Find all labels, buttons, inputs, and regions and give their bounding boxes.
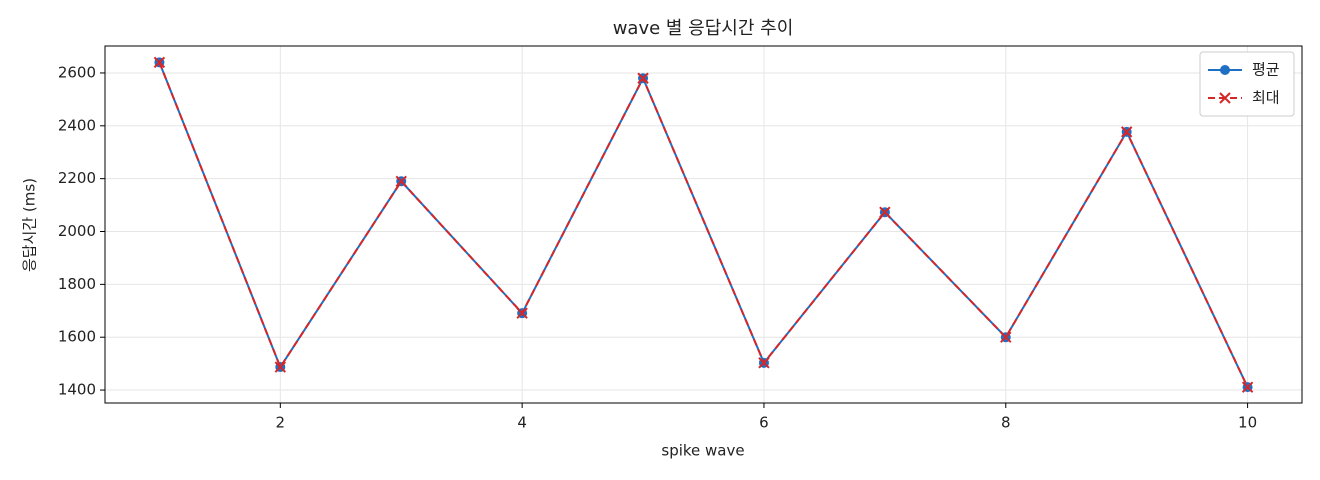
point-shape (637, 72, 649, 84)
point (879, 206, 891, 218)
point-shape (1241, 381, 1254, 393)
point-shape (1000, 331, 1012, 343)
point-shape (274, 361, 287, 373)
point (637, 72, 649, 84)
x-tick-label: 6 (759, 414, 769, 432)
point (395, 175, 407, 188)
legend-label: 최대 (1252, 89, 1280, 107)
point-shape (1120, 126, 1133, 138)
point (1120, 126, 1133, 138)
x-tick-label: 2 (276, 414, 286, 432)
y-tick-label: 1400 (58, 381, 96, 399)
point (516, 307, 528, 319)
x-tick-label: 4 (517, 414, 527, 432)
point-shape (153, 56, 166, 69)
point-shape (1219, 92, 1231, 104)
x-tick-label: 8 (1001, 414, 1011, 432)
point-shape (516, 307, 528, 319)
plot-frame (104, 45, 1303, 404)
legend-label: 평균 (1252, 61, 1280, 79)
series-line (158, 62, 1249, 388)
point (1241, 381, 1254, 393)
point (153, 56, 166, 69)
point (1219, 92, 1231, 104)
y-tick-label: 2200 (58, 169, 96, 187)
point-shape (758, 357, 770, 369)
x-axis-label: spike wave (661, 442, 744, 460)
point (1000, 331, 1012, 343)
point-shape (879, 206, 891, 218)
y-tick-label: 2400 (58, 116, 96, 134)
y-tick-label: 2600 (58, 63, 96, 81)
y-tick-label: 1600 (58, 328, 96, 346)
x-tick-label: 10 (1238, 414, 1257, 432)
y-axis-label: 응답시간 (ms) (21, 178, 39, 272)
y-tick-label: 1800 (58, 275, 96, 293)
point (1220, 65, 1230, 75)
legend-box (1199, 51, 1295, 117)
y-tick-label: 2000 (58, 222, 96, 240)
point (758, 357, 770, 369)
point (274, 361, 287, 373)
series-line (158, 62, 1249, 388)
point-shape (395, 175, 407, 188)
chart-title: wave 별 응답시간 추이 (613, 18, 794, 39)
